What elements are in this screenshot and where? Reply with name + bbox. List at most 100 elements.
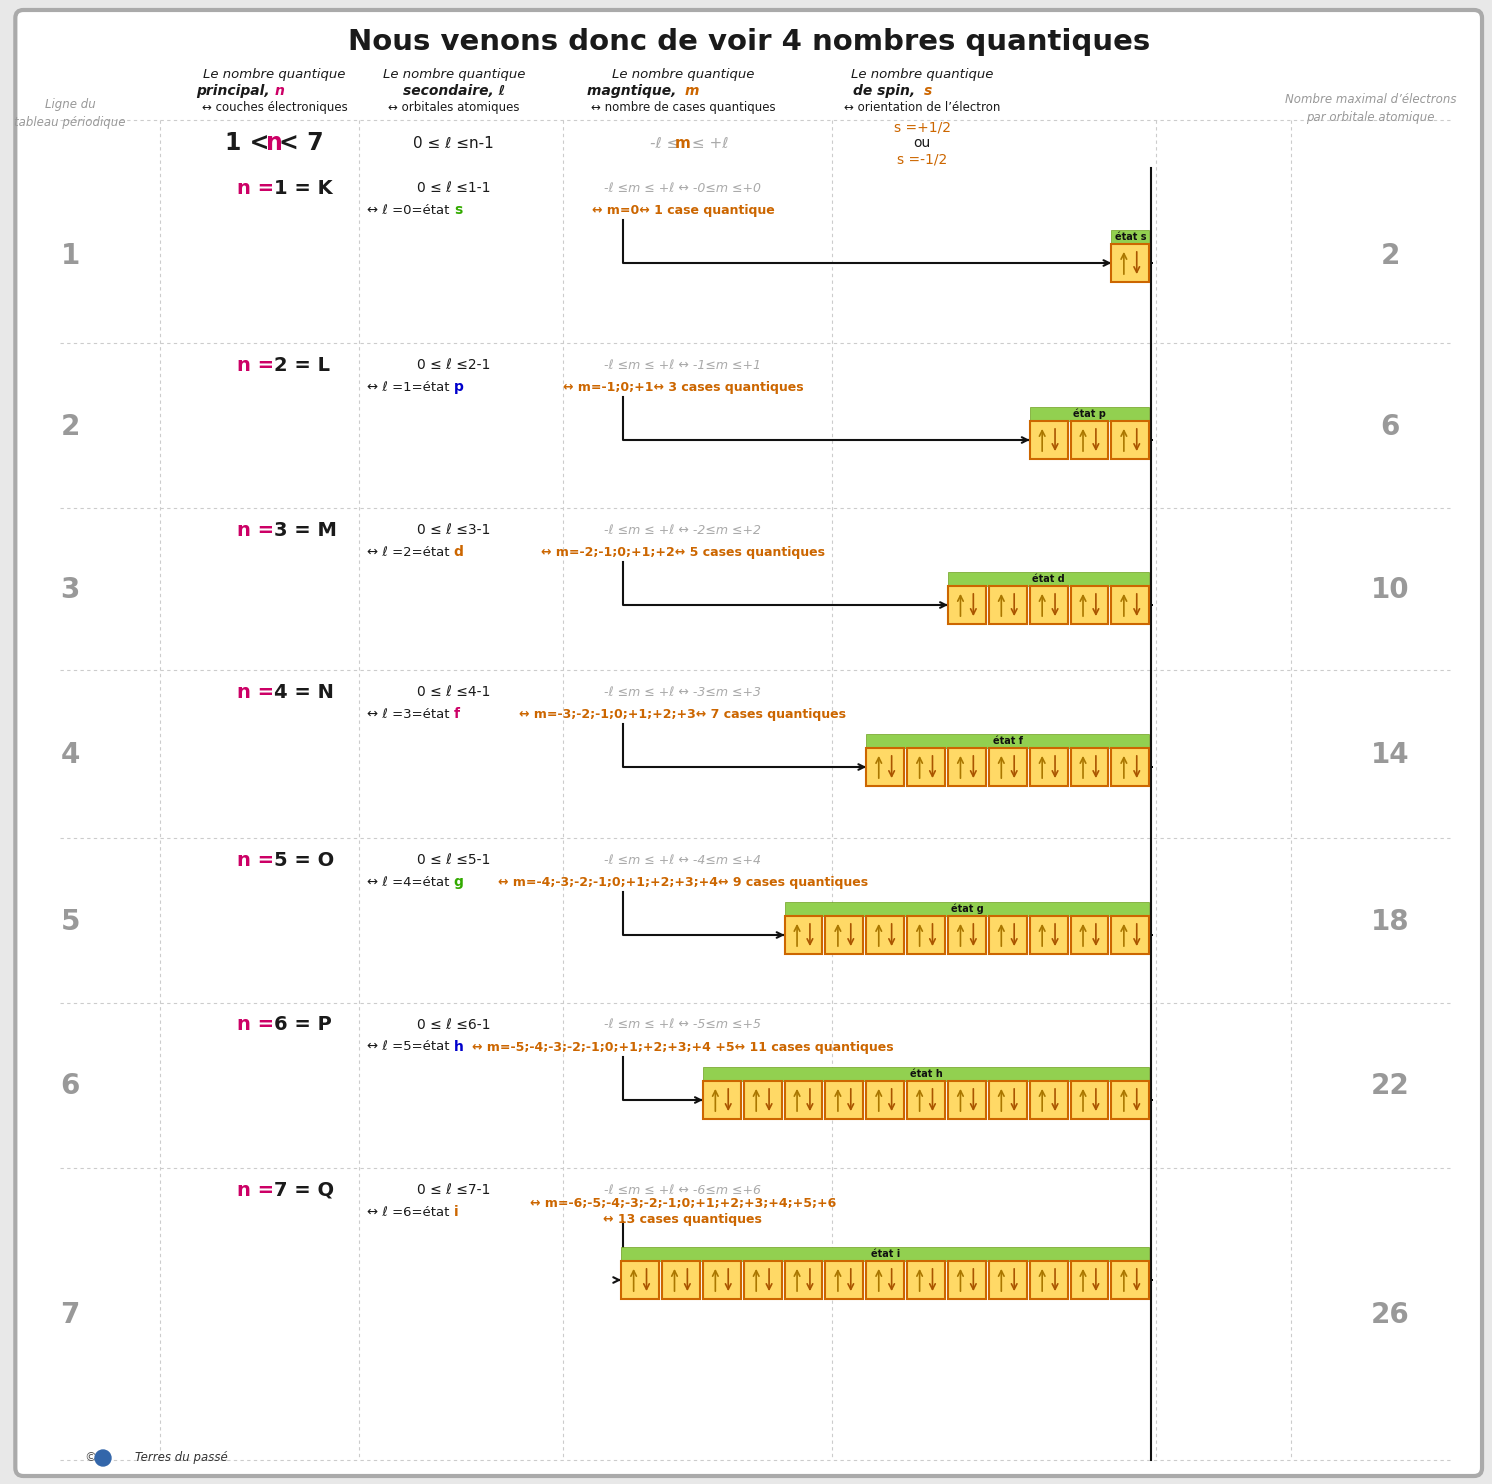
Text: 6 = P: 6 = P	[275, 1015, 333, 1034]
Text: Le nombre quantique: Le nombre quantique	[612, 68, 753, 82]
Bar	[785, 902, 1149, 916]
Text: -ℓ ≤: -ℓ ≤	[649, 135, 679, 150]
Text: n: n	[266, 131, 283, 154]
Bar	[1029, 748, 1068, 787]
Text: 7 = Q: 7 = Q	[275, 1180, 334, 1199]
Bar	[662, 1261, 700, 1298]
Text: 5: 5	[60, 908, 81, 935]
Text: ≤ +ℓ: ≤ +ℓ	[686, 135, 728, 150]
Bar	[867, 916, 904, 954]
Text: 4 = N: 4 = N	[275, 683, 334, 702]
Text: ou: ou	[913, 137, 931, 150]
Text: 0 ≤ ℓ ≤n-1: 0 ≤ ℓ ≤n-1	[413, 135, 494, 150]
Bar	[785, 916, 822, 954]
Text: f: f	[454, 706, 460, 721]
Bar	[1071, 586, 1109, 623]
Bar	[989, 916, 1026, 954]
Text: état f: état f	[992, 736, 1022, 746]
Text: 2: 2	[1380, 242, 1399, 270]
Text: ↔ m=-1;0;+1↔ 3 cases quantiques: ↔ m=-1;0;+1↔ 3 cases quantiques	[562, 380, 803, 393]
Bar	[989, 586, 1026, 623]
Text: état g: état g	[950, 904, 983, 914]
Text: magntique,: magntique,	[586, 85, 680, 98]
Text: 0 ≤ ℓ ≤6-1: 0 ≤ ℓ ≤6-1	[416, 1018, 491, 1031]
Text: 14: 14	[1371, 741, 1410, 769]
Text: Nous venons donc de voir 4 nombres quantiques: Nous venons donc de voir 4 nombres quant…	[348, 28, 1150, 56]
Text: ↔ m=-3;-2;-1;0;+1;+2;+3↔ 7 cases quantiques: ↔ m=-3;-2;-1;0;+1;+2;+3↔ 7 cases quantiq…	[519, 708, 846, 721]
Bar	[947, 586, 986, 623]
Text: 2 = L: 2 = L	[275, 356, 330, 374]
Bar	[1112, 586, 1149, 623]
Text: -ℓ ≤m ≤ +ℓ ↔ -1≤m ≤+1: -ℓ ≤m ≤ +ℓ ↔ -1≤m ≤+1	[604, 359, 761, 371]
Text: ©: ©	[84, 1451, 97, 1465]
Bar	[1112, 243, 1149, 282]
Bar	[621, 1261, 659, 1298]
Text: 10: 10	[1371, 576, 1410, 604]
Text: Le nombre quantique: Le nombre quantique	[203, 68, 346, 82]
Bar	[785, 1261, 822, 1298]
Bar	[1112, 1261, 1149, 1298]
Text: 5 = O: 5 = O	[275, 850, 334, 870]
Text: 3: 3	[61, 576, 81, 604]
Bar	[1029, 1080, 1068, 1119]
Text: état p: état p	[1073, 408, 1106, 420]
Bar	[989, 748, 1026, 787]
Text: n =: n =	[237, 850, 275, 870]
Text: 26: 26	[1371, 1301, 1410, 1330]
Text: d: d	[454, 545, 464, 559]
Text: n =: n =	[237, 1180, 275, 1199]
Bar	[1112, 230, 1149, 243]
Text: ↔ orbitales atomiques: ↔ orbitales atomiques	[388, 101, 519, 114]
Bar	[1029, 421, 1068, 459]
Text: ↔ ℓ =5=état: ↔ ℓ =5=état	[367, 1040, 454, 1054]
Bar	[947, 1261, 986, 1298]
Text: 7: 7	[61, 1301, 81, 1330]
Text: -ℓ ≤m ≤ +ℓ ↔ -2≤m ≤+2: -ℓ ≤m ≤ +ℓ ↔ -2≤m ≤+2	[604, 524, 761, 537]
Text: s: s	[924, 85, 932, 98]
Bar	[989, 1080, 1026, 1119]
Text: s =+1/2: s =+1/2	[894, 120, 950, 134]
Text: 0 ≤ ℓ ≤7-1: 0 ≤ ℓ ≤7-1	[418, 1183, 491, 1198]
Bar	[1071, 916, 1109, 954]
Text: 1 = K: 1 = K	[275, 178, 333, 197]
Text: -ℓ ≤m ≤ +ℓ ↔ -5≤m ≤+5: -ℓ ≤m ≤ +ℓ ↔ -5≤m ≤+5	[604, 1018, 761, 1031]
Text: h: h	[454, 1040, 464, 1054]
Text: 0 ≤ ℓ ≤1-1: 0 ≤ ℓ ≤1-1	[416, 181, 491, 194]
Text: ↔ m=0↔ 1 case quantique: ↔ m=0↔ 1 case quantique	[591, 203, 774, 217]
Text: 4: 4	[61, 741, 81, 769]
FancyBboxPatch shape	[15, 10, 1482, 1477]
Text: -ℓ ≤m ≤ +ℓ ↔ -0≤m ≤+0: -ℓ ≤m ≤ +ℓ ↔ -0≤m ≤+0	[604, 181, 761, 194]
Text: ↔ ℓ =0=état: ↔ ℓ =0=état	[367, 203, 454, 217]
Bar	[907, 1080, 944, 1119]
Text: s =-1/2: s =-1/2	[897, 151, 947, 166]
Bar	[947, 1080, 986, 1119]
Bar	[1112, 916, 1149, 954]
Text: ↔ ℓ =2=état: ↔ ℓ =2=état	[367, 546, 454, 558]
Bar	[1112, 1080, 1149, 1119]
Text: n =: n =	[237, 356, 275, 374]
Bar	[703, 1261, 740, 1298]
Bar	[907, 916, 944, 954]
Text: 0 ≤ ℓ ≤2-1: 0 ≤ ℓ ≤2-1	[418, 358, 491, 372]
Bar	[1071, 748, 1109, 787]
Bar	[1029, 586, 1068, 623]
Text: état h: état h	[910, 1068, 943, 1079]
Text: g: g	[454, 876, 464, 889]
Text: -ℓ ≤m ≤ +ℓ ↔ -3≤m ≤+3: -ℓ ≤m ≤ +ℓ ↔ -3≤m ≤+3	[604, 686, 761, 699]
Bar	[743, 1261, 782, 1298]
Text: principal,: principal,	[195, 85, 275, 98]
Text: état d: état d	[1032, 574, 1065, 585]
Text: 6: 6	[1380, 413, 1399, 441]
Text: 3 = M: 3 = M	[275, 521, 337, 540]
Text: 1: 1	[61, 242, 79, 270]
Text: ↔ m=-6;-5;-4;-3;-2;-1;0;+1;+2;+3;+4;+5;+6
↔ 13 cases quantiques: ↔ m=-6;-5;-4;-3;-2;-1;0;+1;+2;+3;+4;+5;+…	[530, 1198, 836, 1226]
Text: m: m	[685, 85, 700, 98]
Text: 2: 2	[61, 413, 81, 441]
Bar	[825, 916, 864, 954]
Text: de spin,: de spin,	[853, 85, 921, 98]
Bar	[1029, 916, 1068, 954]
Text: 18: 18	[1371, 908, 1410, 935]
Circle shape	[95, 1450, 110, 1466]
Text: ↔ ℓ =6=état: ↔ ℓ =6=état	[367, 1205, 454, 1218]
Bar	[867, 748, 904, 787]
